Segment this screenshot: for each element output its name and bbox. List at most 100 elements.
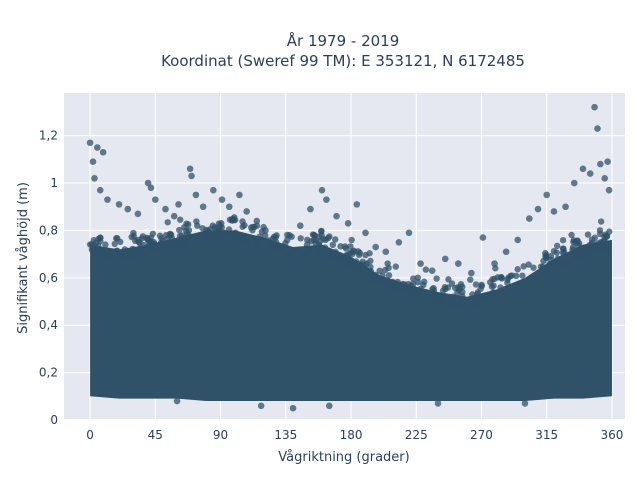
- data-point: [514, 281, 522, 289]
- data-point: [490, 282, 497, 289]
- data-point: [605, 186, 613, 194]
- data-point: [395, 238, 403, 246]
- y-tick-label: 1: [50, 176, 58, 190]
- density-band-area: [90, 230, 612, 402]
- data-point: [459, 292, 466, 300]
- data-point: [525, 261, 532, 268]
- data-point: [457, 281, 465, 288]
- data-point: [591, 234, 599, 241]
- data-point: [200, 234, 208, 241]
- data-point: [553, 242, 561, 250]
- data-point: [321, 244, 329, 251]
- data-point: [534, 205, 542, 213]
- data-point: [550, 208, 558, 215]
- data-point: [438, 297, 445, 305]
- data-point: [597, 160, 604, 168]
- data-point: [575, 242, 582, 249]
- data-point: [568, 231, 575, 239]
- data-point: [420, 281, 427, 289]
- data-point: [497, 284, 504, 291]
- data-point: [307, 205, 314, 213]
- data-point: [581, 245, 589, 252]
- data-point: [334, 255, 341, 262]
- data-point: [99, 249, 107, 257]
- data-point: [414, 279, 422, 286]
- chart-title: År 1979 - 2019: [287, 31, 400, 50]
- data-point: [541, 265, 548, 272]
- data-point: [422, 266, 430, 273]
- x-tick-label: 270: [470, 428, 493, 442]
- data-point: [332, 248, 339, 256]
- data-point: [520, 263, 527, 270]
- data-point: [289, 404, 297, 412]
- data-point: [94, 251, 101, 258]
- data-point: [217, 233, 224, 240]
- data-points: [86, 103, 613, 412]
- data-point: [218, 196, 226, 203]
- data-point: [253, 222, 261, 229]
- data-point: [373, 277, 380, 284]
- data-point: [210, 186, 217, 194]
- data-point: [538, 270, 546, 278]
- data-point: [253, 217, 261, 225]
- data-point: [268, 245, 275, 253]
- data-point: [134, 236, 141, 244]
- data-point: [289, 247, 296, 255]
- data-point: [256, 233, 263, 240]
- data-point: [358, 261, 365, 269]
- data-point: [305, 247, 313, 254]
- data-point: [114, 235, 121, 242]
- data-point: [477, 285, 484, 293]
- data-point: [604, 244, 611, 251]
- data-point: [175, 201, 182, 208]
- data-point: [574, 253, 581, 260]
- data-point: [199, 203, 207, 211]
- data-point: [550, 247, 558, 255]
- data-point: [521, 400, 529, 407]
- data-point: [99, 148, 107, 156]
- data-point: [129, 245, 136, 253]
- data-point: [407, 289, 415, 297]
- data-point: [433, 295, 440, 303]
- data-point: [162, 205, 169, 213]
- data-point: [170, 212, 178, 220]
- data-point: [470, 300, 478, 307]
- data-point: [277, 245, 284, 253]
- data-point: [594, 125, 601, 132]
- x-tick-label: 225: [405, 428, 428, 442]
- data-point: [562, 203, 569, 211]
- data-point: [151, 243, 158, 250]
- data-point: [454, 260, 462, 267]
- data-point: [144, 179, 152, 187]
- data-point: [113, 247, 120, 255]
- y-tick-label: 1,2: [39, 129, 58, 143]
- y-tick-label: 0,8: [39, 223, 58, 237]
- data-point: [181, 238, 189, 245]
- data-point: [337, 243, 344, 250]
- data-point: [562, 259, 570, 266]
- data-point: [546, 260, 553, 268]
- x-tick-label: 135: [274, 428, 297, 442]
- data-point: [136, 245, 144, 252]
- data-point: [500, 292, 507, 299]
- y-tick-label: 0,6: [39, 271, 58, 285]
- data-point: [104, 196, 111, 203]
- data-point: [225, 203, 233, 211]
- density-band: [90, 230, 612, 402]
- data-point: [177, 216, 184, 223]
- data-point: [341, 243, 349, 250]
- data-point: [542, 249, 549, 257]
- data-point: [315, 241, 323, 249]
- data-point: [166, 230, 174, 238]
- data-point: [584, 231, 592, 238]
- data-point: [164, 242, 172, 249]
- data-point: [519, 272, 526, 279]
- data-point: [185, 221, 192, 228]
- data-point: [188, 172, 195, 180]
- data-point: [89, 158, 97, 166]
- data-point: [205, 234, 213, 241]
- data-point: [428, 267, 436, 275]
- y-tick-label: 0: [50, 413, 58, 427]
- data-point: [228, 231, 235, 238]
- data-point: [325, 402, 333, 410]
